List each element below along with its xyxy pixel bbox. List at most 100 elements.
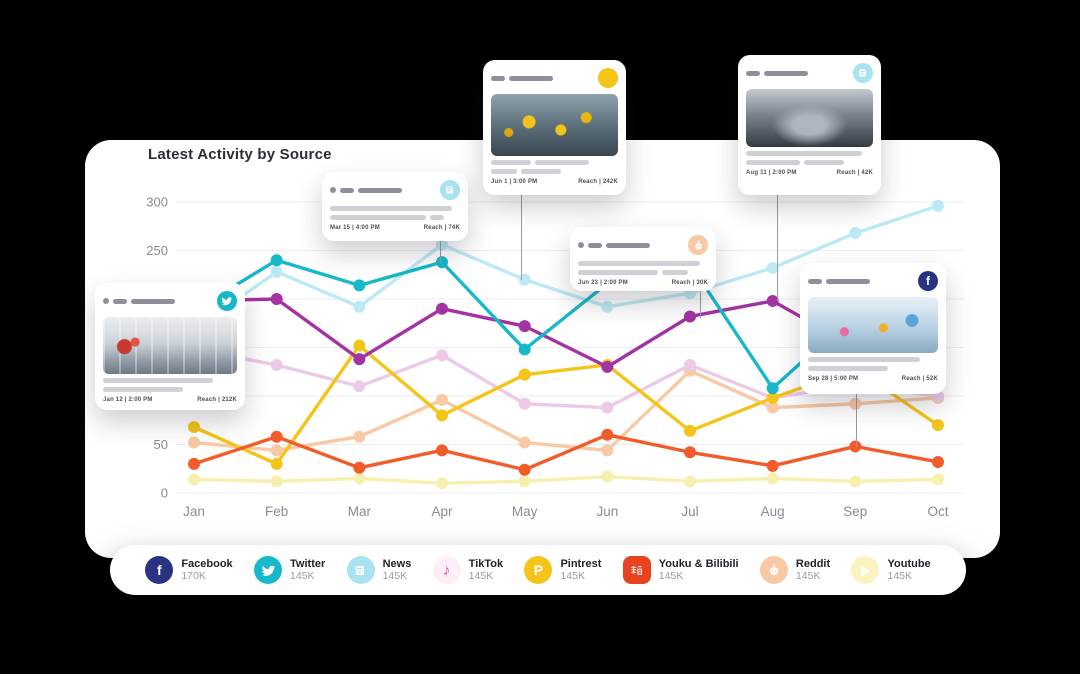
data-point[interactable] <box>270 358 283 371</box>
data-point[interactable] <box>766 391 779 404</box>
data-point[interactable] <box>353 380 366 393</box>
data-point[interactable] <box>601 300 614 313</box>
post-reach: Reach | 42K <box>836 170 873 176</box>
data-point[interactable] <box>353 461 366 474</box>
legend-value: 170K <box>181 570 206 583</box>
news-icon <box>346 556 375 584</box>
legend-item-twitter[interactable]: Twitter 145K <box>254 556 325 584</box>
data-point[interactable] <box>601 401 614 414</box>
legend-item-reddit[interactable]: Reddit 145K <box>759 556 830 584</box>
data-point[interactable] <box>270 444 283 457</box>
data-point[interactable] <box>270 254 283 267</box>
data-point[interactable] <box>270 457 283 470</box>
data-point[interactable] <box>683 475 696 488</box>
data-point[interactable] <box>601 470 614 483</box>
data-point[interactable] <box>518 368 531 381</box>
youku-bilibili-icon <box>622 556 651 584</box>
data-point[interactable] <box>683 310 696 323</box>
data-point[interactable] <box>518 463 531 476</box>
legend-item-tiktok[interactable]: ♪ TikTok 145K <box>432 556 503 584</box>
data-point[interactable] <box>353 353 366 366</box>
data-point[interactable] <box>683 358 696 371</box>
data-point[interactable] <box>766 459 779 472</box>
post-card-facebook[interactable]: f Sep 28 | 5:00 PM Reach | 52K <box>800 263 946 394</box>
data-point[interactable] <box>683 424 696 437</box>
data-point[interactable] <box>849 397 862 410</box>
series-line-news <box>192 204 940 332</box>
post-reach: Reach | 52K <box>901 376 938 382</box>
x-axis-label: Apr <box>431 504 453 519</box>
data-point[interactable] <box>766 294 779 307</box>
data-point[interactable] <box>849 227 862 240</box>
data-point[interactable] <box>353 339 366 352</box>
data-point[interactable] <box>931 419 944 432</box>
post-card-news-2[interactable]: Aug 11 | 2:00 PM Reach | 42K <box>738 55 881 195</box>
data-point[interactable] <box>435 256 448 269</box>
data-point[interactable] <box>683 446 696 459</box>
skeleton-bar <box>358 187 402 193</box>
data-point[interactable] <box>188 473 200 486</box>
data-point[interactable] <box>766 382 779 395</box>
data-point[interactable] <box>766 261 779 274</box>
post-card-twitter[interactable]: Jan 12 | 2:00 PM Reach | 212K <box>95 283 245 410</box>
data-point[interactable] <box>188 421 200 434</box>
callout-connector <box>700 290 701 318</box>
data-point[interactable] <box>435 409 448 422</box>
skeleton-bar <box>804 160 844 165</box>
data-point[interactable] <box>188 457 200 470</box>
data-point[interactable] <box>353 279 366 292</box>
data-point[interactable] <box>270 265 283 278</box>
data-point[interactable] <box>766 472 779 485</box>
post-date: Sep 28 | 5:00 PM <box>808 376 859 382</box>
post-header <box>103 291 237 311</box>
data-point[interactable] <box>931 199 944 212</box>
data-point[interactable] <box>188 436 200 449</box>
data-point[interactable] <box>518 343 531 356</box>
data-point[interactable] <box>270 430 283 443</box>
legend-label: Pintrest <box>560 557 602 570</box>
post-date: Jun 1 | 3:00 PM <box>491 179 538 185</box>
legend-value: 145K <box>290 570 315 583</box>
data-point[interactable] <box>601 360 614 373</box>
data-point[interactable] <box>849 440 862 453</box>
data-point[interactable] <box>435 349 448 362</box>
legend-item-news[interactable]: News 145K <box>346 556 411 584</box>
post-card-news-1[interactable]: Mar 15 | 4:00 PM Reach | 74K <box>322 172 468 241</box>
data-point[interactable] <box>849 475 862 488</box>
post-header <box>578 235 708 255</box>
post-card-reddit[interactable]: Jun 23 | 2:00 PM Reach | 30K <box>570 227 716 291</box>
data-point[interactable] <box>601 428 614 441</box>
data-point[interactable] <box>353 300 366 313</box>
data-point[interactable] <box>353 430 366 443</box>
skeleton-bar <box>662 270 688 275</box>
skeleton-bar <box>103 378 213 383</box>
skeleton-bar <box>746 151 862 156</box>
data-point[interactable] <box>435 444 448 457</box>
data-point[interactable] <box>353 472 366 485</box>
data-point[interactable] <box>270 293 283 305</box>
data-point[interactable] <box>435 477 448 490</box>
data-point[interactable] <box>270 475 283 488</box>
data-point[interactable] <box>518 475 531 488</box>
post-card-pintrest[interactable]: Jun 1 | 3:00 PM Reach | 242K <box>483 60 626 195</box>
legend-item-pintrest[interactable]: P Pintrest 145K <box>524 556 601 584</box>
data-point[interactable] <box>435 393 448 406</box>
y-axis-label: 50 <box>154 437 168 452</box>
data-point[interactable] <box>601 444 614 457</box>
data-point[interactable] <box>766 401 779 414</box>
data-point[interactable] <box>435 302 448 315</box>
data-point[interactable] <box>518 397 531 410</box>
post-photo <box>808 297 938 353</box>
data-point[interactable] <box>518 436 531 449</box>
legend-item-youku-bilibili[interactable]: Youku & Bilibili 145K <box>622 556 739 584</box>
skeleton-bar <box>764 70 808 76</box>
legend: f Facebook 170K Twitter 145K News 145K <box>110 545 966 595</box>
tiktok-icon: ♪ <box>432 556 461 584</box>
series-line-youku-bilibili <box>192 433 940 472</box>
legend-item-facebook[interactable]: f Facebook 170K <box>145 556 233 584</box>
legend-item-youtube[interactable]: ▶ Youtube 145K <box>851 556 931 584</box>
data-point[interactable] <box>931 455 944 468</box>
data-point[interactable] <box>435 238 448 251</box>
data-point[interactable] <box>931 473 944 486</box>
data-point[interactable] <box>518 320 531 333</box>
